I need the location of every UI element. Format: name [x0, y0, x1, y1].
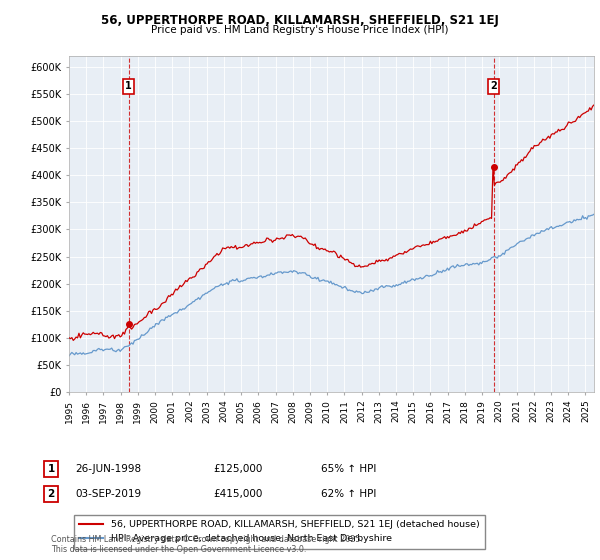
- Text: 62% ↑ HPI: 62% ↑ HPI: [321, 489, 376, 499]
- Text: 1: 1: [47, 464, 55, 474]
- Text: 65% ↑ HPI: 65% ↑ HPI: [321, 464, 376, 474]
- Text: 03-SEP-2019: 03-SEP-2019: [75, 489, 141, 499]
- Text: £125,000: £125,000: [213, 464, 262, 474]
- Text: 1: 1: [125, 81, 132, 91]
- Text: Price paid vs. HM Land Registry's House Price Index (HPI): Price paid vs. HM Land Registry's House …: [151, 25, 449, 35]
- Legend: 56, UPPERTHORPE ROAD, KILLAMARSH, SHEFFIELD, S21 1EJ (detached house), HPI: Aver: 56, UPPERTHORPE ROAD, KILLAMARSH, SHEFFI…: [74, 515, 485, 549]
- Text: £415,000: £415,000: [213, 489, 262, 499]
- Text: 26-JUN-1998: 26-JUN-1998: [75, 464, 141, 474]
- Text: 56, UPPERTHORPE ROAD, KILLAMARSH, SHEFFIELD, S21 1EJ: 56, UPPERTHORPE ROAD, KILLAMARSH, SHEFFI…: [101, 14, 499, 27]
- Text: Contains HM Land Registry data © Crown copyright and database right 2025.
This d: Contains HM Land Registry data © Crown c…: [51, 535, 363, 554]
- Text: 2: 2: [490, 81, 497, 91]
- Text: 2: 2: [47, 489, 55, 499]
